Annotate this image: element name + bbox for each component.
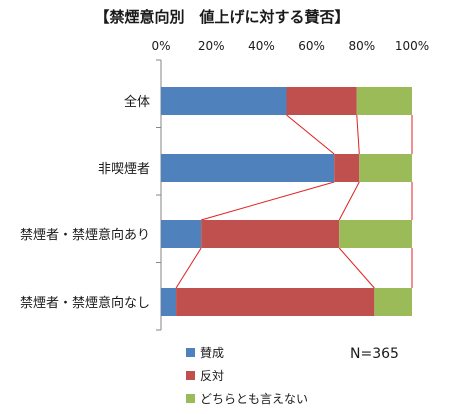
bar-segment [201,220,340,248]
x-tick-label: 60% [298,39,325,53]
x-tick-label: 0% [151,39,170,53]
bar-segment [161,87,287,115]
bar-segment [356,87,412,115]
bar-segment [339,220,412,248]
chart-title: 【禁煙意向別 値上げに対する賛否】 [94,8,349,26]
category-label: 禁煙者・禁煙意向あり [20,227,150,243]
connector-line [338,181,360,221]
x-tick-label: 100% [395,39,429,53]
legend-swatch [186,394,195,403]
bar-segment [359,154,412,182]
axes [156,59,162,331]
connector-line [338,247,375,289]
category-label: 全体 [124,94,150,110]
connector-line [201,181,335,221]
bar-segment [161,220,202,248]
x-axis-ticks: 0% 20% 40% 60% 80% 100% [151,39,429,53]
bar-segment [334,154,360,182]
connector-line [175,247,202,289]
category-label: 非喫煙者 [98,162,150,177]
bar-segment [176,288,375,316]
sample-size-note: N=365 [350,346,399,362]
category-label: 禁煙者・禁煙意向なし [20,295,150,311]
x-tick-label: 80% [348,39,375,53]
legend-label: 反対 [200,369,224,383]
connector-line [356,114,360,155]
legend-swatch [186,371,195,380]
bar-segment [286,87,357,115]
bar-segment [161,154,335,182]
x-tick-label: 20% [198,39,225,53]
bar-segment [374,288,412,316]
x-tick-label: 40% [248,39,275,53]
connector-line [286,114,335,155]
legend-swatch [186,348,195,357]
legend-label: 賛成 [200,346,224,360]
connector-lines [175,114,413,289]
bar-segment [161,288,177,316]
legend-label: どちらとも言えない [200,392,308,406]
bars [161,87,412,316]
